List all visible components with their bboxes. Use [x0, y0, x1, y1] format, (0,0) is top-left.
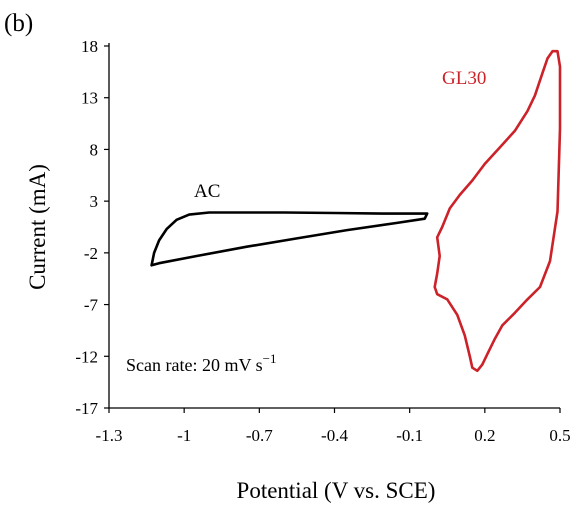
y-tick-label: 8 [90, 140, 99, 159]
y-tick-label: 3 [90, 192, 99, 211]
x-tick-label: -0.4 [321, 426, 348, 445]
x-tick-label: -0.7 [246, 426, 273, 445]
x-ticks: -1.3 -1 -0.7 -0.4 -0.1 0.2 0.5 [96, 408, 571, 445]
x-tick-label: -0.1 [396, 426, 423, 445]
scan-rate-superscript: −1 [263, 351, 277, 366]
y-ticks: -17 -12 -7 -2 3 8 13 18 [75, 37, 109, 418]
series-label-gl30: GL30 [442, 68, 486, 89]
y-tick-label: -2 [84, 244, 98, 263]
x-tick-label: 0.2 [474, 426, 495, 445]
x-tick-label: -1 [177, 426, 191, 445]
y-axis-title: Current (mA) [25, 164, 50, 290]
series-label-ac: AC [194, 181, 220, 202]
y-tick-label: -7 [84, 296, 99, 315]
series-line-ac [150, 211, 429, 267]
series-layer [150, 49, 562, 373]
x-tick-label: -1.3 [96, 426, 123, 445]
y-tick-label: 13 [81, 89, 98, 108]
y-tick-label: -17 [75, 399, 98, 418]
x-axis-title: Potential (V vs. SCE) [237, 478, 436, 503]
y-tick-label: 18 [81, 37, 98, 56]
panel-label: (b) [4, 10, 33, 37]
x-tick-label: 0.5 [549, 426, 570, 445]
scan-rate-annotation: Scan rate: 20 mV s−1 [126, 351, 277, 375]
y-tick-label: -12 [75, 347, 98, 366]
scan-rate-text: Scan rate: 20 mV s [126, 355, 263, 375]
series-line-gl30 [433, 49, 562, 373]
